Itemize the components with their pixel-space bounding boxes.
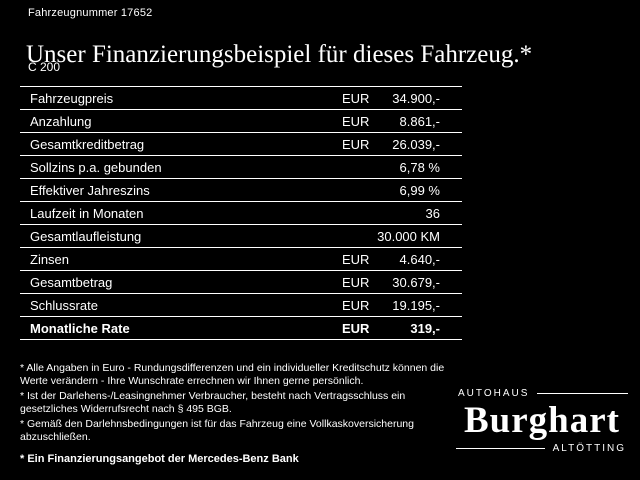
footnotes: * Alle Angaben in Euro - Rundungsdiffere… [20, 362, 448, 446]
row-label: Fahrzeugpreis [30, 90, 114, 106]
logo-burghart-text: Burghart [464, 400, 620, 441]
row-value: 6,99 % [399, 182, 440, 198]
table-row-fahrzeugpreis: Fahrzeugpreis EUR 34.900,- [20, 87, 462, 110]
table-row-laufzeit: Laufzeit in Monaten 36 [20, 202, 462, 225]
row-value: 36 [425, 205, 440, 221]
logo-autohaus-row: AUTOHAUS [456, 388, 628, 399]
logo-altoetting-row: ALTÖTTING [456, 443, 628, 454]
table-row-sollzins: Sollzins p.a. gebunden 6,78 % [20, 156, 462, 179]
table-row-schlussrate: Schlussrate EUR 19.195,- [20, 294, 462, 317]
dealer-logo: AUTOHAUS Burghart ALTÖTTING [456, 388, 628, 454]
table-row-zinsen: Zinsen EUR 4.640,- [20, 248, 462, 271]
vehicle-number: Fahrzeugnummer 17652 [28, 7, 153, 19]
row-label: Zinsen [30, 251, 70, 267]
row-value: 8.861,- [399, 113, 440, 129]
footnote-widerrufsrecht: * Ist der Darlehens-/Leasingnehmer Verbr… [20, 390, 406, 415]
row-label: Gesamtlaufleistung [30, 228, 142, 244]
row-label: Anzahlung [30, 113, 92, 129]
row-value: 34.900,- [392, 90, 440, 106]
row-value: 19.195,- [392, 297, 440, 313]
row-label: Sollzins p.a. gebunden [30, 159, 162, 175]
row-value: 4.640,- [399, 251, 440, 267]
row-currency: EUR [342, 251, 370, 267]
row-value: 30.679,- [392, 274, 440, 290]
table-row-effektiver-jahreszins: Effektiver Jahreszins 6,99 % [20, 179, 462, 202]
financing-table: Fahrzeugpreis EUR 34.900,- Anzahlung EUR… [20, 86, 462, 340]
row-label: Monatliche Rate [30, 320, 130, 336]
row-currency: EUR [342, 113, 370, 129]
row-currency: EUR [342, 136, 370, 152]
table-row-anzahlung: Anzahlung EUR 8.861,- [20, 110, 462, 133]
logo-rule-top [537, 393, 628, 394]
table-row-gesamtlaufleistung: Gesamtlaufleistung 30.000 KM [20, 225, 462, 248]
footnote-vollkasko: * Gemäß den Darlehnsbedingungen ist für … [20, 418, 414, 443]
row-label: Schlussrate [30, 297, 98, 313]
logo-altoetting-text: ALTÖTTING [552, 443, 626, 454]
row-currency: EUR [342, 90, 370, 106]
vehicle-model: C 200 [28, 60, 61, 74]
row-label: Laufzeit in Monaten [30, 205, 144, 221]
page-title: Unser Finanzierungsbeispiel für dieses F… [26, 40, 533, 68]
logo-rule-bottom [456, 448, 545, 449]
footnote-rounding: * Alle Angaben in Euro - Rundungsdiffere… [20, 362, 445, 387]
logo-autohaus-text: AUTOHAUS [458, 388, 530, 399]
table-row-gesamtbetrag: Gesamtbetrag EUR 30.679,- [20, 271, 462, 294]
row-currency: EUR [342, 320, 370, 336]
row-currency: EUR [342, 297, 370, 313]
financing-bank-note: * Ein Finanzierungsangebot der Mercedes-… [20, 453, 299, 465]
row-value: 26.039,- [392, 136, 440, 152]
row-label: Gesamtbetrag [30, 274, 113, 290]
row-label: Effektiver Jahreszins [30, 182, 150, 198]
row-currency: EUR [342, 274, 370, 290]
table-row-monatliche-rate: Monatliche Rate EUR 319,- [20, 317, 462, 340]
table-row-gesamtkreditbetrag: Gesamtkreditbetrag EUR 26.039,- [20, 133, 462, 156]
row-value: 6,78 % [399, 159, 440, 175]
row-value: 319,- [410, 320, 440, 336]
row-value: 30.000 KM [377, 228, 440, 244]
row-label: Gesamtkreditbetrag [30, 136, 145, 152]
